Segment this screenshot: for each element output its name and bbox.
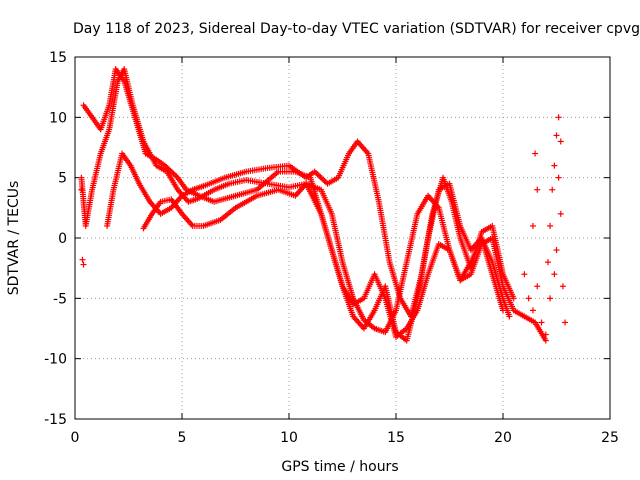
data-point [500, 307, 506, 314]
data-point [553, 247, 560, 254]
data-point [555, 114, 562, 121]
x-tick-label: 5 [178, 430, 187, 446]
data-point [547, 222, 554, 229]
x-axis-ticks: 0 5 10 15 20 25 [71, 57, 619, 446]
y-tick-label: -5 [53, 291, 67, 307]
y-axis-ticks: -15 -10 -5 0 5 10 15 [44, 50, 610, 428]
data-point [538, 319, 545, 326]
x-tick-label: 25 [601, 430, 619, 446]
data-point [551, 271, 558, 278]
y-tick-label: 0 [58, 231, 67, 247]
y-tick-label: 10 [49, 110, 67, 126]
data-point [559, 283, 566, 290]
data-point [562, 319, 569, 326]
x-tick-label: 15 [387, 430, 405, 446]
data-point [534, 283, 541, 290]
data-point [557, 210, 564, 217]
data-point [529, 307, 536, 314]
data-point [557, 138, 564, 145]
x-tick-label: 0 [71, 430, 80, 446]
data-point [79, 256, 86, 263]
data-points [78, 66, 569, 344]
data-point [551, 162, 558, 169]
data-point [534, 186, 541, 193]
data-point [521, 271, 528, 278]
y-tick-label: 15 [49, 50, 67, 66]
chart-title: Day 118 of 2023, Sidereal Day-to-day VTE… [73, 21, 640, 37]
data-point [542, 337, 549, 344]
y-tick-label: -10 [44, 352, 67, 368]
x-tick-label: 20 [494, 430, 512, 446]
y-tick-label: -15 [44, 412, 67, 428]
x-axis-label: GPS time / hours [281, 459, 398, 475]
data-point [555, 174, 562, 181]
x-tick-label: 10 [280, 430, 298, 446]
data-point [549, 186, 556, 193]
data-point [553, 132, 560, 139]
data-point [547, 295, 554, 302]
y-tick-label: 5 [58, 171, 67, 187]
data-point [542, 331, 549, 338]
data-point [506, 313, 513, 320]
grid-lines [75, 57, 610, 419]
data-point [544, 259, 551, 266]
y-axis-label: SDTVAR / TECUs [6, 181, 22, 296]
data-point [78, 186, 85, 193]
data-point [532, 150, 539, 157]
data-point [80, 261, 87, 268]
data-point [525, 295, 532, 302]
data-point [510, 295, 517, 302]
data-point [529, 222, 536, 229]
